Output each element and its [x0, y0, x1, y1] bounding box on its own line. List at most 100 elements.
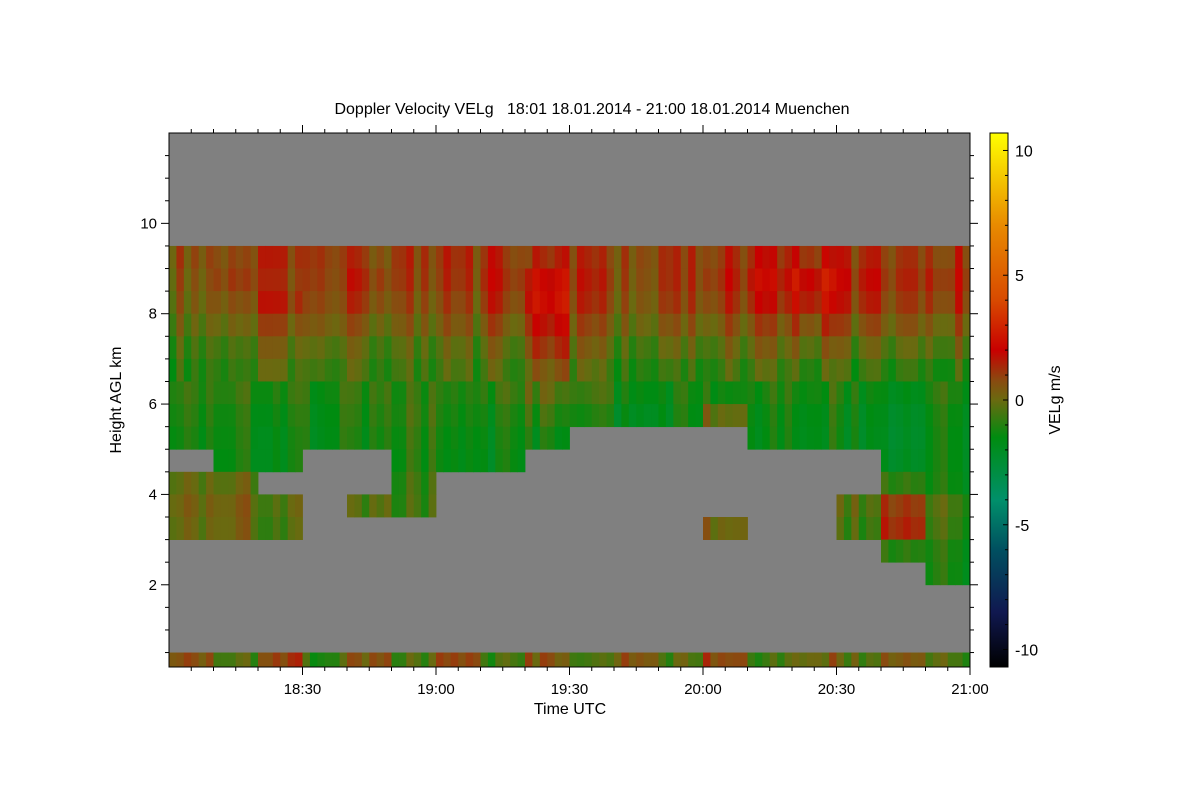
heatmap-cell [769, 381, 778, 405]
heatmap-cell [532, 652, 541, 668]
heatmap-cell [932, 358, 941, 382]
heatmap-cell [250, 517, 259, 540]
heatmap-cell [636, 381, 645, 405]
heatmap-cell [465, 268, 474, 292]
heatmap-cell [895, 291, 904, 315]
heatmap-cell [688, 313, 696, 337]
heatmap-cell [569, 381, 578, 405]
heatmap-cell [688, 268, 696, 292]
heatmap-cell [806, 336, 815, 360]
heatmap-cell [287, 404, 296, 428]
heatmap-cell [829, 336, 837, 360]
heatmap-cell [754, 381, 763, 405]
heatmap-cell [428, 336, 437, 360]
heatmap-cell [628, 268, 637, 292]
heatmap-cell [584, 404, 593, 428]
heatmap-cell [725, 313, 734, 337]
heatmap-cell [658, 313, 667, 337]
heatmap-cell [243, 291, 251, 315]
heatmap-cell [376, 245, 385, 269]
heatmap-cell [903, 245, 912, 269]
heatmap-cell [747, 268, 756, 292]
heatmap-cell [235, 313, 244, 337]
heatmap-cell [925, 426, 934, 450]
heatmap-cell [888, 652, 897, 668]
heatmap-cell [428, 404, 437, 428]
heatmap-cell [851, 426, 860, 450]
heatmap-cell [881, 426, 889, 450]
heatmap-cell [280, 404, 289, 428]
heatmap-cell [547, 336, 556, 360]
heatmap-cell [940, 313, 949, 337]
heatmap-cell [547, 291, 556, 315]
heatmap-cell [391, 404, 400, 428]
heatmap-cell [547, 313, 556, 337]
heatmap-cell [606, 336, 615, 360]
heatmap-cell [851, 268, 860, 292]
heatmap-cell [398, 426, 407, 450]
heatmap-cell [754, 313, 763, 337]
heatmap-cell [258, 381, 266, 405]
heatmap-cell [280, 268, 289, 292]
heatmap-cell [680, 381, 689, 405]
heatmap-cell [777, 268, 785, 292]
heatmap-cell [487, 245, 496, 269]
heatmap-cell [258, 404, 266, 428]
heatmap-cell [487, 426, 496, 450]
heatmap-cell [265, 404, 274, 428]
heatmap-cell [391, 358, 400, 382]
heatmap-cell [881, 358, 889, 382]
heatmap-cell [272, 313, 281, 337]
heatmap-cell [688, 381, 696, 405]
heatmap-cell [213, 404, 222, 428]
heatmap-cell [947, 336, 956, 360]
heatmap-cell [176, 652, 185, 668]
heatmap-cell [636, 291, 645, 315]
heatmap-cell [339, 426, 348, 450]
heatmap-cell [717, 313, 726, 337]
heatmap-cell [243, 652, 251, 668]
heatmap-cell [710, 652, 719, 668]
heatmap-cell [614, 336, 622, 360]
heatmap-cell [339, 381, 348, 405]
heatmap-cell [680, 358, 689, 382]
heatmap-cell [265, 336, 274, 360]
heatmap-cell [614, 245, 622, 269]
heatmap-cell [918, 358, 926, 382]
heatmap-cell [258, 336, 266, 360]
heatmap-cell [576, 268, 585, 292]
heatmap-cell [784, 268, 793, 292]
heatmap-cell [443, 404, 452, 428]
heatmap-cell [910, 404, 919, 428]
heatmap-cell [302, 291, 311, 315]
heatmap-cell [599, 291, 607, 315]
heatmap-cell [888, 381, 897, 405]
heatmap-cell [220, 245, 229, 269]
heatmap-cell [317, 268, 326, 292]
heatmap-cell [881, 517, 889, 540]
heatmap-cell [406, 268, 415, 292]
heatmap-cell [888, 449, 897, 473]
heatmap-cell [814, 336, 823, 360]
heatmap-cell [665, 268, 674, 292]
heatmap-cell [762, 404, 771, 428]
heatmap-cell [762, 291, 771, 315]
heatmap-cell [873, 358, 882, 382]
heatmap-cell [821, 652, 830, 668]
heatmap-cell [220, 358, 229, 382]
heatmap-cell [732, 291, 741, 315]
heatmap-cell [576, 336, 585, 360]
heatmap-cell [235, 652, 244, 668]
heatmap-cell [465, 404, 474, 428]
heatmap-cell [903, 381, 912, 405]
heatmap-cell [428, 381, 437, 405]
heatmap-cell [762, 336, 771, 360]
heatmap-cell [473, 426, 481, 450]
heatmap-cell [866, 494, 874, 518]
heatmap-cell [317, 426, 326, 450]
heatmap-cell [947, 539, 956, 563]
heatmap-cell [858, 358, 867, 382]
heatmap-cell [228, 494, 237, 518]
heatmap-cell [621, 245, 630, 269]
heatmap-cell [962, 652, 971, 668]
